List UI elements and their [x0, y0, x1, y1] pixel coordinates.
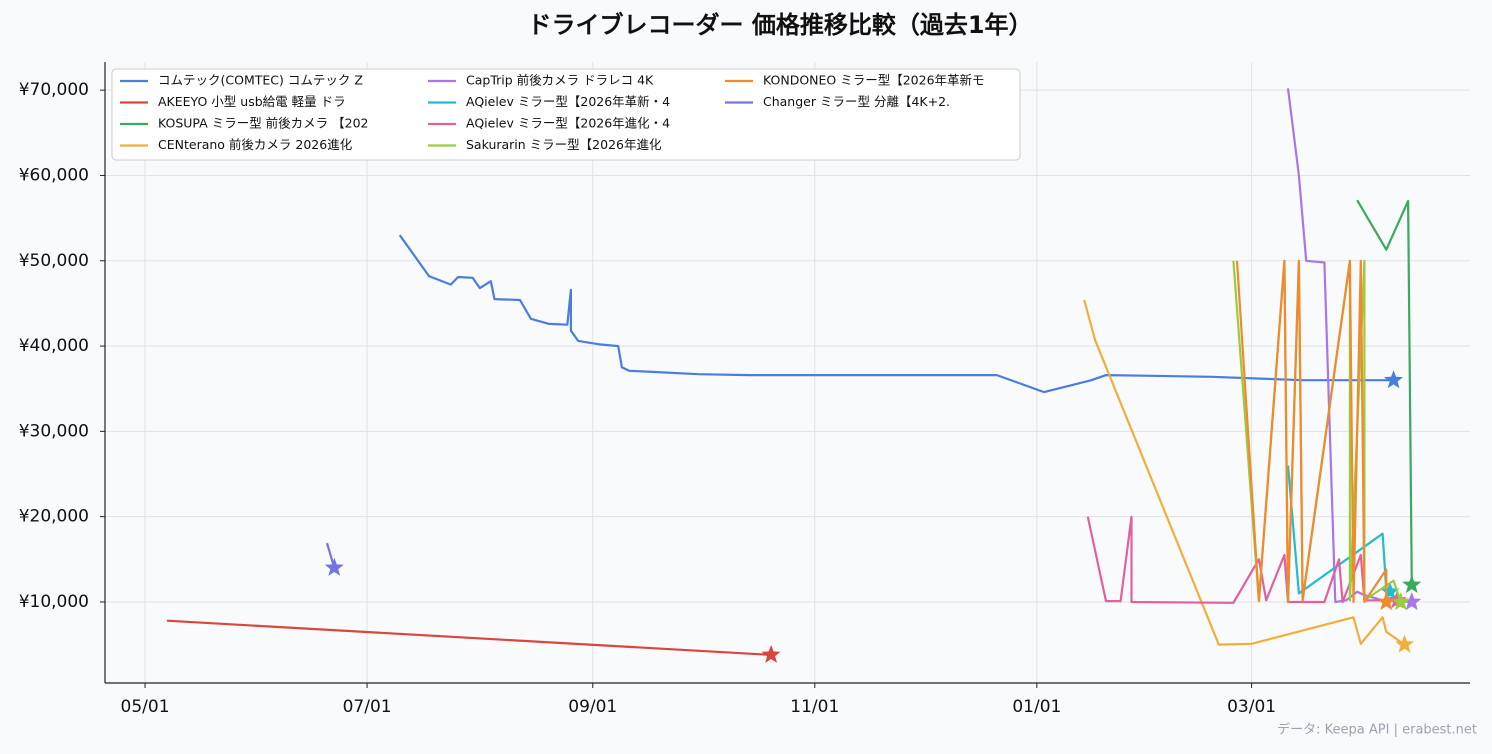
series	[1083, 299, 1414, 653]
end-marker	[761, 644, 781, 663]
price-line	[1083, 299, 1406, 646]
price-line	[1286, 88, 1412, 604]
legend-box	[111, 68, 1021, 161]
y-tick-label: ¥30,000	[19, 421, 89, 441]
price-line	[398, 234, 1394, 394]
y-tick-label: ¥10,000	[19, 592, 89, 612]
end-marker	[1402, 574, 1422, 593]
y-tick-label: ¥70,000	[19, 80, 89, 100]
series	[1235, 259, 1396, 611]
series	[1286, 88, 1422, 611]
legend-label: CapTrip 前後カメラ ドラレコ 4K	[466, 73, 654, 88]
end-marker	[1402, 592, 1422, 611]
end-marker	[1391, 592, 1411, 611]
x-tick-label: 01/01	[1012, 697, 1061, 717]
legend-label: Changer ミラー型 分離【4K+2.	[763, 94, 950, 109]
series	[1356, 199, 1422, 593]
legend-label: AQielev ミラー型【2026年革新・4	[466, 94, 670, 109]
legend-label: CENterano 前後カメラ 2026進化	[158, 137, 353, 152]
x-tick-label: 03/01	[1227, 697, 1276, 717]
legend-label: AQielev ミラー型【2026年進化・4	[466, 116, 670, 131]
y-tick-label: ¥60,000	[19, 165, 89, 185]
chart-title: ドライブレコーダー 価格推移比較（過去1年）	[527, 11, 1032, 39]
legend: コムテック(COMTEC) コムテック Z AKEEYO 小型 usb給電 軽量 …	[111, 68, 1021, 161]
x-tick-label: 09/01	[568, 697, 617, 717]
x-tick-label: 05/01	[121, 697, 170, 717]
series	[1086, 515, 1407, 609]
price-line	[166, 619, 772, 656]
y-tick-label: ¥50,000	[19, 251, 89, 271]
legend-label: AKEEYO 小型 usb給電 軽量 ドラ	[158, 94, 346, 109]
series	[398, 234, 1404, 394]
y-tick-label: ¥40,000	[19, 336, 89, 356]
price-line	[1356, 199, 1413, 585]
end-marker	[324, 557, 344, 576]
series	[166, 619, 781, 663]
series	[1286, 465, 1400, 600]
end-marker	[1395, 634, 1414, 653]
y-tick-label: ¥20,000	[19, 507, 89, 527]
end-marker	[1384, 370, 1404, 389]
end-marker	[1376, 592, 1396, 611]
end-marker	[1380, 581, 1400, 600]
legend-label: コムテック(COMTEC) コムテック Z	[158, 73, 363, 88]
legend-label: Sakurarin ミラー型【2026年進化	[466, 137, 662, 152]
legend-label: KOSUPA ミラー型 前後カメラ 【202	[158, 116, 369, 131]
legend-label: KONDONEO ミラー型【2026年革新モ	[763, 73, 985, 88]
series	[324, 542, 344, 576]
x-tick-label: 07/01	[343, 697, 392, 717]
x-tick-label: 11/01	[790, 697, 839, 717]
price-line	[1235, 259, 1388, 604]
footer: データ: Keepa API | erabest.net	[1277, 722, 1477, 738]
